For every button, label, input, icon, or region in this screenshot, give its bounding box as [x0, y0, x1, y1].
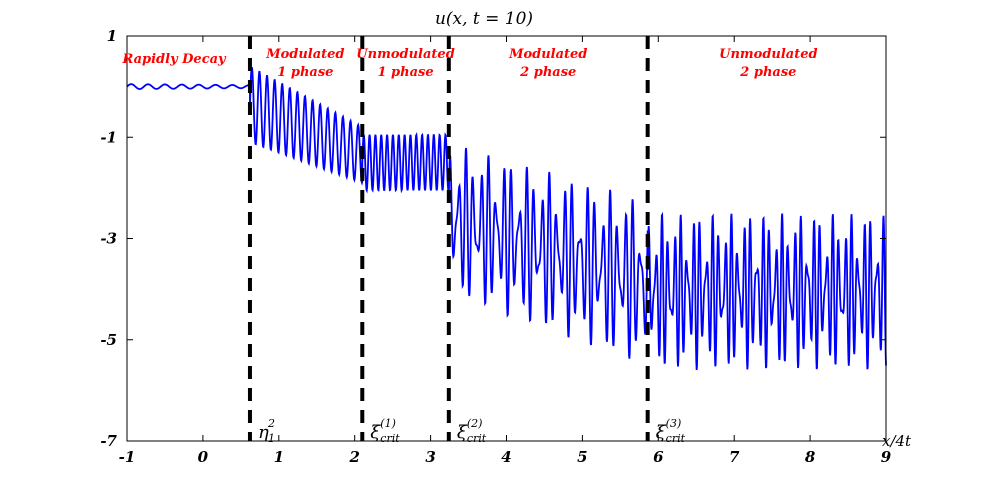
critical-label-symbol: ξ [457, 422, 468, 443]
critical-label-symbol: ξ [370, 422, 381, 443]
region-label: Modulated [265, 47, 344, 62]
region-label: 2 phase [739, 65, 796, 80]
x-tick-label: 3 [425, 448, 435, 466]
region-label: 1 phase [277, 65, 333, 80]
critical-label-sup: (2) [467, 417, 483, 430]
region-label: Modulated [508, 47, 587, 62]
critical-label-sup: (1) [380, 417, 396, 430]
x-tick-label: 9 [881, 448, 892, 466]
critical-label-sub: crit [666, 432, 686, 445]
critical-label: ξ (2) crit [457, 417, 487, 445]
critical-label: ξ (3) crit [656, 417, 686, 445]
critical-label-symbol: η [258, 422, 269, 443]
chart-title: u(x, t = 10) [435, 9, 533, 29]
x-tick-label: -1 [119, 448, 136, 466]
critical-label: ξ (1) crit [370, 417, 400, 445]
x-tick-label: 7 [729, 448, 740, 466]
x-tick-label: 1 [274, 448, 284, 466]
critical-label: η 2 1 [258, 417, 275, 445]
critical-label-sub: crit [380, 432, 400, 445]
critical-label-sub: 1 [268, 432, 275, 445]
y-tick-label: -1 [100, 128, 117, 146]
critical-label-sub: crit [467, 432, 487, 445]
x-tick-label: 5 [577, 448, 587, 466]
critical-label-sup: 2 [267, 417, 275, 430]
series-line [126, 66, 887, 371]
plot-area [126, 36, 887, 441]
y-axis: 1 -1 -3 -5 -7 [100, 27, 886, 450]
critical-label-symbol: ξ [656, 422, 667, 443]
x-tick-label: 0 [198, 448, 209, 466]
region-label: 1 phase [377, 65, 433, 80]
x-tick-label: 4 [501, 448, 511, 466]
y-tick-label: 1 [107, 27, 117, 45]
region-label: Unmodulated [719, 47, 817, 62]
x-tick-label: 8 [805, 448, 816, 466]
x-axis: -1 0 1 2 3 4 5 6 7 8 9 [119, 36, 892, 466]
x-tick-label: 6 [653, 448, 664, 466]
critical-label-sup: (3) [666, 417, 682, 430]
y-tick-label: -7 [100, 432, 117, 450]
region-label: 2 phase [519, 65, 576, 80]
y-tick-label: -3 [100, 230, 117, 248]
x-axis-label: x/4t [882, 432, 912, 450]
x-tick-label: 2 [348, 448, 359, 466]
y-tick-label: -5 [100, 331, 117, 349]
region-label: Rapidly Decay [122, 52, 228, 67]
region-label: Unmodulated [356, 47, 454, 62]
